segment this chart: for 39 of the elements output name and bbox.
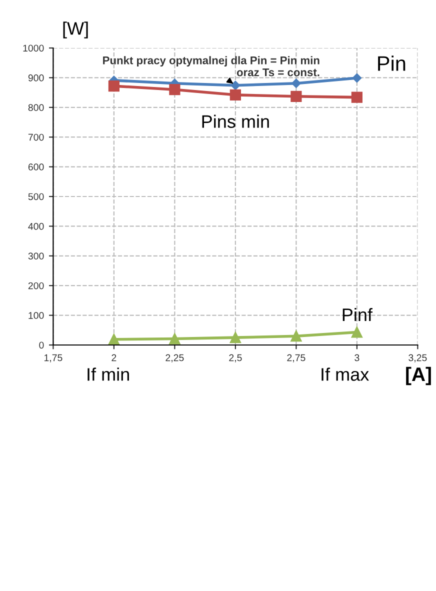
y-tick-label: 200 [28,282,44,290]
point [169,84,180,96]
series-label: Pinf [342,308,373,322]
point [108,334,120,345]
y-tick-label: 600 [28,164,44,170]
x-tick-label: 3 [354,354,360,362]
point [230,80,240,90]
x-axis-title: [A] [406,366,431,386]
y-tick-label: 0 [39,342,44,349]
series-label: Pin [378,56,406,71]
y-axis-title: [W] [63,22,88,38]
y-tick-label: 300 [28,252,44,260]
point [108,80,120,92]
y-tick-label: 100 [28,312,44,319]
x-tick-label: 2,25 [166,354,184,362]
point [290,90,302,102]
point [290,330,302,342]
point [230,89,241,100]
point [352,73,362,83]
x-tick-label: 3,25 [408,354,427,362]
x-tick-label: 2,75 [287,354,306,362]
text: If min [88,368,129,381]
point [169,333,180,344]
y-tick-label: 1000 [23,44,44,52]
point [351,326,362,338]
y-tick-label: 800 [28,104,44,112]
y-tick-label: 700 [28,134,44,141]
x-tick-label: 1,75 [44,354,62,362]
point [230,332,241,344]
y-tick-label: 900 [28,74,44,82]
y-tick-label: 400 [28,222,44,230]
x-tick-label: 2,5 [229,354,242,362]
text: If max [322,368,369,381]
series-label: Pins min [202,114,269,128]
annotation: Punkt pracy optymalnej dla Pin = Pin min oraz Ts = const. [103,56,320,76]
point [351,92,362,103]
x-tick-label: 2 [112,354,116,362]
point [292,78,301,88]
y-tick-label: 500 [28,193,44,200]
